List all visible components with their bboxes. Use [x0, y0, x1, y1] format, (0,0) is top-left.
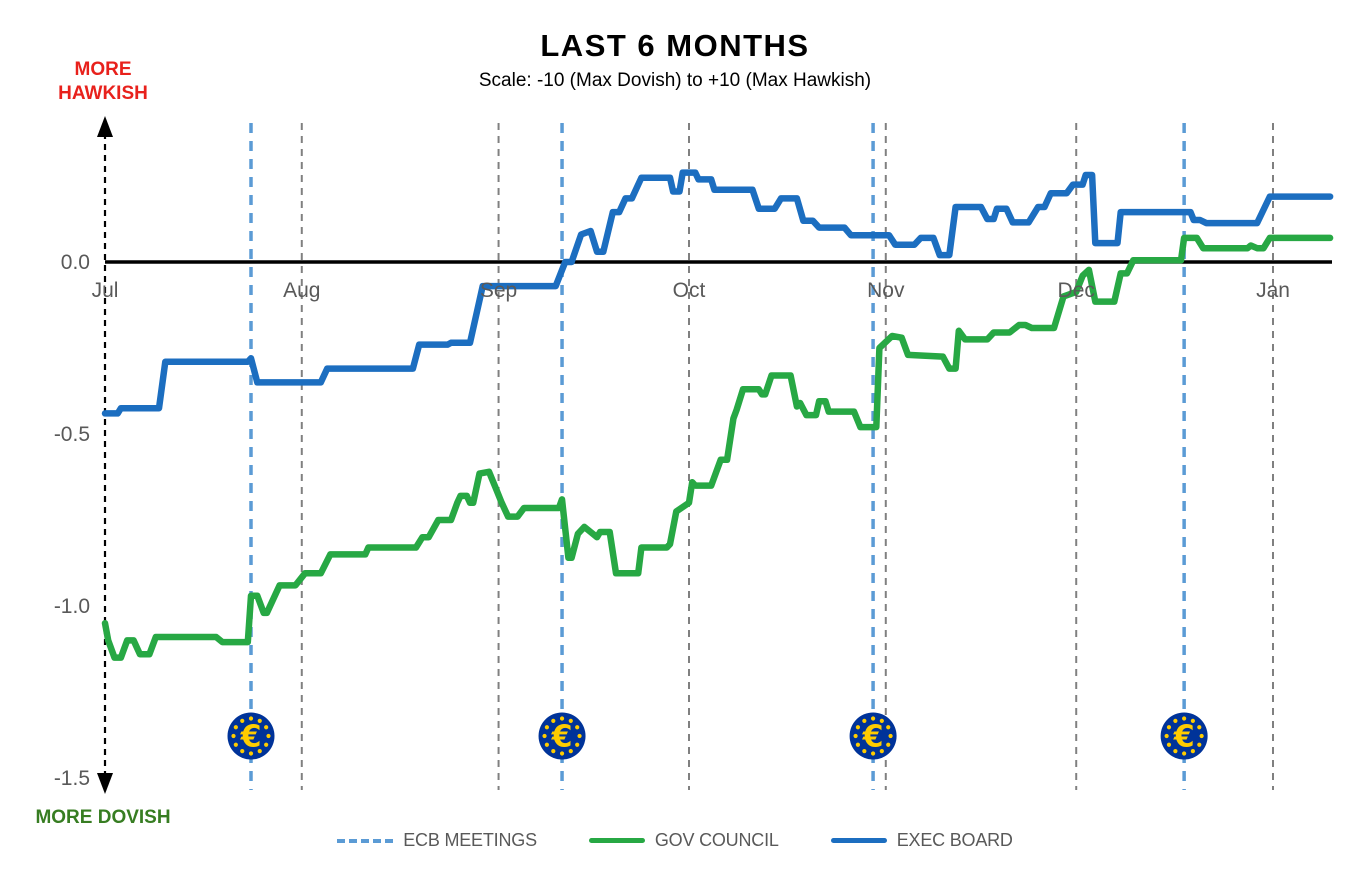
euro-icon-circle	[849, 712, 897, 760]
euro-icon-star	[248, 751, 254, 756]
euro-icon-star	[1164, 733, 1169, 739]
euro-icon-star	[855, 742, 861, 747]
legend-label: GOV COUNCIL	[654, 830, 779, 850]
euro-icon-circle	[1160, 712, 1208, 760]
legend-label: EXEC BOARD	[896, 830, 1013, 850]
ecb-meetings-dashed-swatch	[337, 838, 394, 843]
euro-icon-circle	[538, 712, 586, 760]
euro-icon-star	[551, 749, 556, 754]
euro-icon-star	[879, 718, 884, 723]
month-label: Aug	[283, 279, 320, 302]
y-tick-label: 0.0	[61, 251, 90, 274]
euro-icon-star	[544, 742, 549, 747]
euro-icon-star	[575, 725, 580, 730]
chart-title: LAST 6 MONTHS	[540, 28, 810, 63]
legend-label: ECB MEETINGS	[403, 830, 537, 850]
euro-icon-star	[1190, 718, 1195, 723]
euro-icon-star	[862, 718, 867, 723]
euro-icon-star	[542, 733, 547, 739]
euro-symbol: €	[862, 720, 884, 755]
exec-board-line-swatch	[830, 838, 887, 843]
euro-icon-star	[879, 749, 884, 754]
euro-icon-star	[544, 725, 549, 730]
y-tick-label: -0.5	[54, 423, 90, 446]
euro-icon: €	[538, 712, 586, 760]
euro-icon-star	[870, 716, 876, 721]
euro-icon-star	[568, 718, 573, 723]
euro-icon-star	[240, 749, 245, 754]
euro-icon-circle	[227, 712, 275, 760]
exec-board-line	[101, 169, 1334, 417]
y-tick-label: -1.0	[54, 595, 90, 618]
euro-icon-star	[862, 749, 867, 754]
euro-icon-star	[233, 725, 238, 730]
euro-icon: €	[227, 712, 275, 760]
euro-icon-star	[559, 751, 565, 756]
legend-item-ecb-meetings: ECB MEETINGS	[337, 830, 537, 851]
euro-icon-star	[1199, 733, 1204, 739]
euro-icon-star	[1182, 751, 1187, 756]
euro-icon-star	[870, 751, 876, 756]
y-axis-down-arrow	[97, 773, 113, 794]
euro-icon-star	[231, 733, 236, 739]
euro-icon-star	[575, 742, 580, 747]
euro-symbol: €	[551, 720, 573, 755]
euro-icon-star	[1182, 716, 1187, 721]
euro-icon-star	[577, 733, 582, 739]
month-label: Sep	[480, 279, 517, 302]
month-label: Dec	[1058, 279, 1095, 302]
euro-icon-star	[1190, 749, 1195, 754]
y-axis-up-arrow	[97, 116, 113, 137]
euro-icon-star	[1166, 725, 1172, 730]
euro-icon-star	[853, 733, 858, 739]
euro-icon-star	[551, 718, 556, 723]
euro-icon-star	[1197, 742, 1202, 747]
euro-icon-star	[257, 718, 262, 723]
month-label: Nov	[867, 279, 905, 302]
chart-legend: ECB MEETINGS GOV COUNCIL EXEC BOARD	[0, 830, 1350, 851]
euro-icon-star	[240, 718, 245, 723]
y-tick-label: -1.5	[54, 767, 90, 790]
chart-subtitle: Scale: -10 (Max Dovish) to +10 (Max Hawk…	[478, 70, 872, 91]
more-hawkish-label: MORE HAWKISH	[58, 59, 148, 104]
legend-item-exec-board: EXEC BOARD	[830, 830, 1013, 851]
euro-icon-star	[1173, 749, 1178, 754]
euro-icon-star	[888, 733, 893, 739]
more-dovish-label: MORE DOVISH	[35, 807, 171, 828]
euro-icon-star	[266, 733, 271, 739]
euro-icon-star	[1166, 742, 1172, 747]
euro-icon-star	[886, 742, 891, 747]
euro-symbol: €	[1173, 720, 1195, 755]
euro-icon: €	[1160, 712, 1208, 760]
gov-council-line	[101, 234, 1334, 661]
euro-symbol: €	[240, 720, 262, 755]
euro-icon-star	[559, 716, 565, 721]
month-label: Oct	[673, 279, 706, 302]
euro-icon-star	[886, 725, 891, 730]
euro-icon-star	[257, 749, 262, 754]
euro-icon-star	[855, 725, 861, 730]
month-label: Jul	[92, 279, 119, 302]
euro-icon-star	[264, 742, 269, 747]
euro-icon-star	[1173, 718, 1178, 723]
euro-icon-star	[264, 725, 269, 730]
euro-icon-star	[248, 716, 254, 721]
euro-icon: €	[849, 712, 897, 760]
euro-icon-star	[1197, 725, 1202, 730]
gov-council-line-swatch	[588, 838, 645, 843]
legend-item-gov-council: GOV COUNCIL	[588, 830, 779, 851]
euro-icon-star	[233, 742, 238, 747]
month-label: Jan	[1256, 279, 1290, 302]
euro-icon-star	[568, 749, 573, 754]
